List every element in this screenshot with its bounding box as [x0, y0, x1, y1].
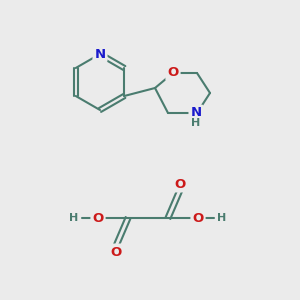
Text: O: O — [174, 178, 186, 190]
Text: N: N — [94, 47, 106, 61]
Text: H: H — [218, 213, 226, 223]
Text: H: H — [191, 118, 201, 128]
Text: N: N — [190, 106, 202, 119]
Text: H: H — [69, 213, 79, 223]
Text: O: O — [167, 67, 178, 80]
Text: O: O — [110, 245, 122, 259]
Text: O: O — [92, 212, 104, 224]
Text: O: O — [192, 212, 204, 224]
